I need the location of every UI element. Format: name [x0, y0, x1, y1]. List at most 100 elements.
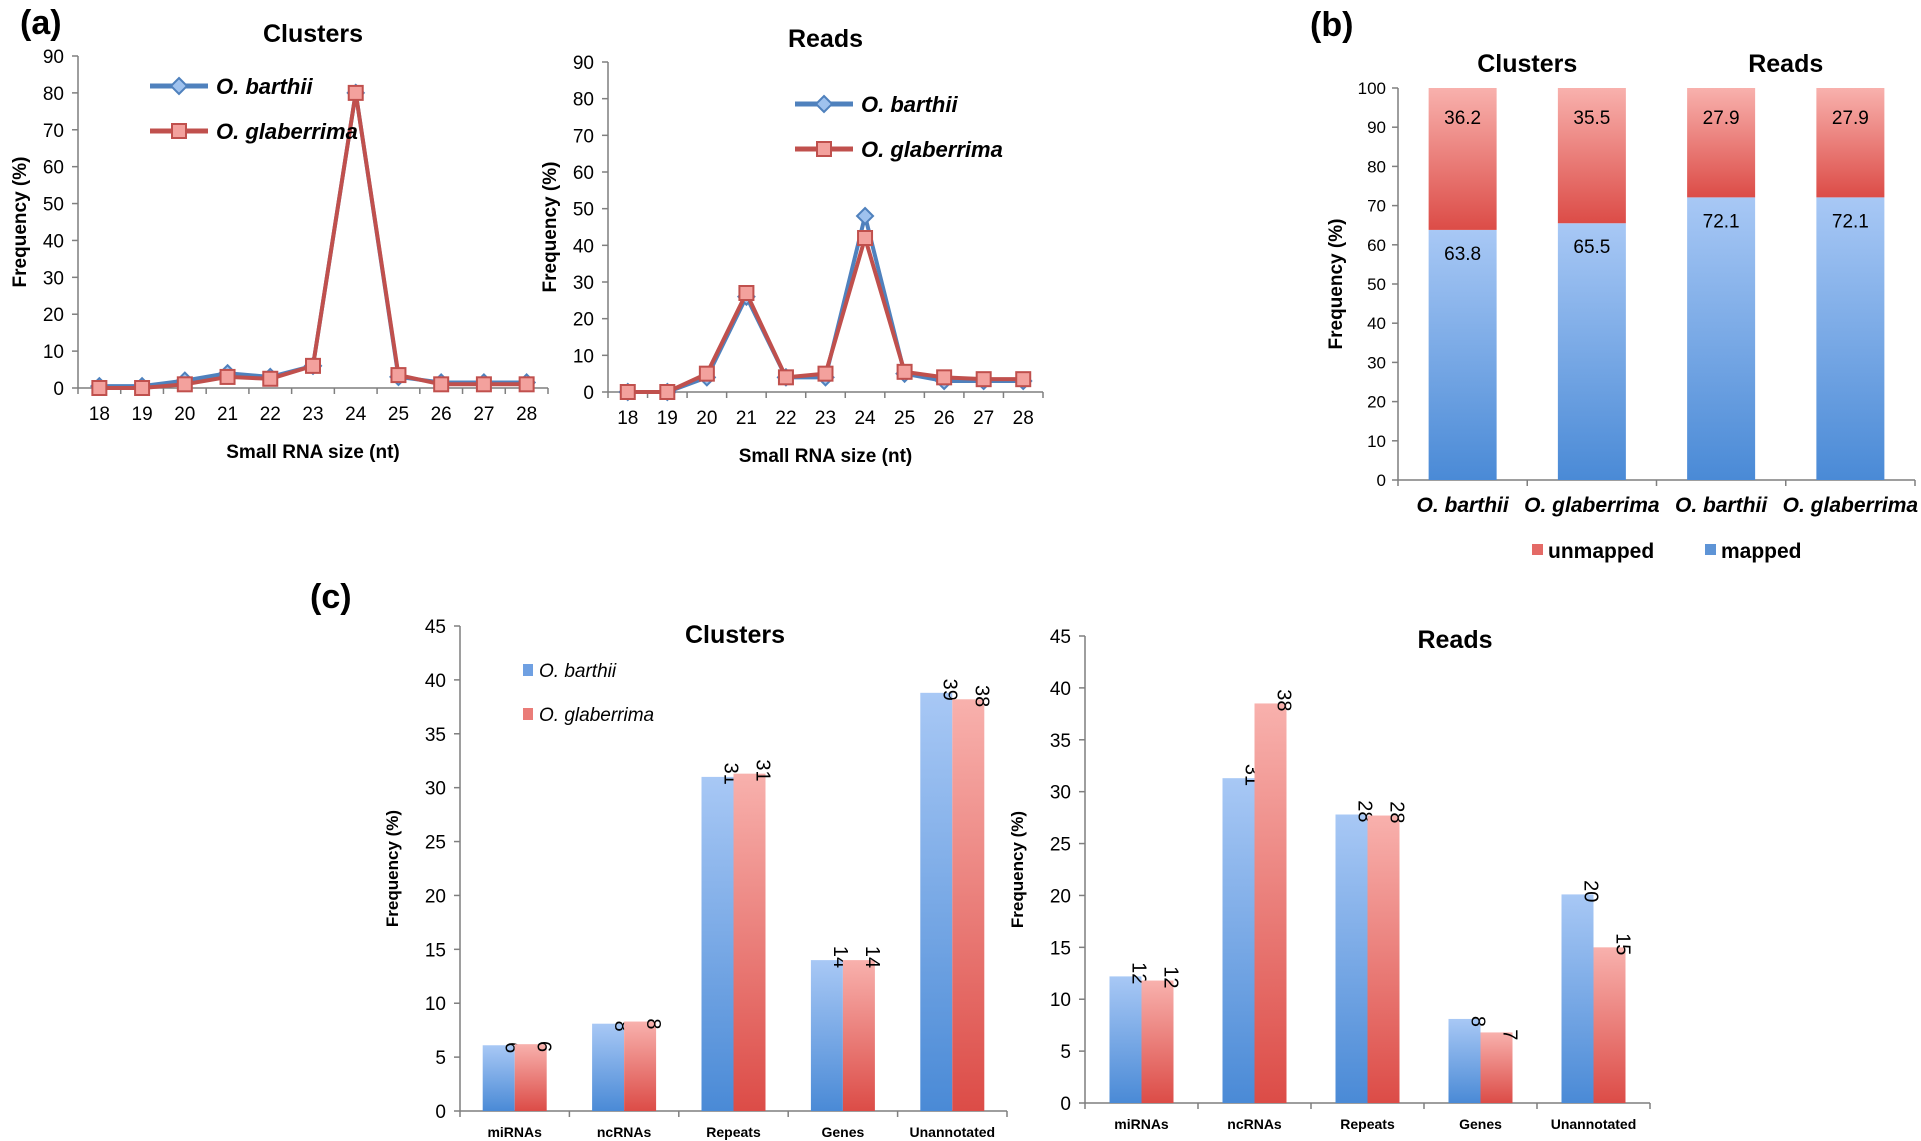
bar-value-label: 6 — [533, 1041, 555, 1052]
bar-barthii — [810, 960, 843, 1111]
y-tick-label: 0 — [1060, 1094, 1071, 1115]
y-tick-label: 30 — [1367, 353, 1386, 372]
data-point — [659, 384, 676, 400]
chart-c-reads: 0 5 10 15 20 25 30 35 40 45 Reads Frequency (%) 12 12… — [1008, 626, 1651, 1132]
y-tick-label: 40 — [1050, 679, 1071, 700]
y-tick-label: 90 — [1367, 118, 1386, 137]
x-tick-label: 23 — [815, 408, 836, 429]
y-tick-label: 60 — [573, 163, 594, 184]
data-point — [619, 384, 636, 400]
legend-label: unmapped — [1548, 540, 1654, 563]
group-title: Clusters — [1477, 50, 1577, 78]
x-tick-label: 28 — [516, 404, 537, 425]
bar-value-label: 8 — [610, 1021, 632, 1032]
x-tick-label: 20 — [174, 404, 195, 425]
legend-swatch — [1705, 544, 1716, 555]
y-tick-label: 5 — [1060, 1042, 1071, 1063]
y-tick-label: 35 — [425, 725, 446, 746]
x-tick-label: Unannotated — [910, 1124, 996, 1140]
legend-label: O. glaberrima — [216, 119, 358, 144]
data-point — [390, 367, 407, 384]
x-tick-label: 19 — [132, 404, 153, 425]
y-tick-label: 35 — [1050, 731, 1071, 752]
bar-label-mapped: 63.8 — [1444, 244, 1481, 265]
bar-value-label: 31 — [752, 759, 774, 781]
y-tick-label: 100 — [1358, 79, 1386, 98]
y-tick-label: 15 — [425, 940, 446, 961]
bar-glaberrima — [1480, 1032, 1513, 1103]
y-tick-label: 0 — [583, 383, 594, 404]
y-tick-label: 45 — [1050, 627, 1071, 648]
x-tick-label: 21 — [736, 408, 757, 429]
data-point — [738, 285, 755, 301]
data-point — [1015, 371, 1032, 388]
y-tick-label: 90 — [573, 53, 594, 74]
x-tick-label: Repeats — [706, 1124, 761, 1140]
bar-value-label: 7 — [1499, 1029, 1521, 1040]
bar-barthii — [701, 776, 734, 1111]
chart-c-clusters: 0 5 10 15 20 25 30 35 40 45 Clusters Frequency (%) 6… — [383, 617, 1008, 1140]
x-tick-label: 21 — [217, 404, 238, 425]
chart-a-clusters: 0 10 20 30 40 50 60 70 80 90 18 19 20 21 22 23 24 25 26 27 2… — [10, 20, 549, 463]
bar-barthii — [920, 692, 953, 1111]
bar-glaberrima — [1254, 703, 1287, 1103]
y-tick-label: 10 — [43, 342, 64, 363]
y-tick-label: 45 — [425, 617, 446, 638]
x-tick-label: miRNAs — [487, 1124, 542, 1140]
bar-value-label: 28 — [1386, 801, 1408, 823]
x-tick-label: 26 — [934, 408, 955, 429]
x-tick-label: miRNAs — [1114, 1116, 1169, 1132]
y-tick-label: 0 — [53, 379, 64, 400]
x-tick-label: Unannotated — [1551, 1116, 1637, 1132]
y-tick-label: 30 — [425, 779, 446, 800]
y-tick-label: 50 — [1367, 275, 1386, 294]
y-tick-label: 10 — [1050, 990, 1071, 1011]
y-tick-label: 60 — [1367, 236, 1386, 255]
panel-label-a: (a) — [20, 4, 62, 42]
data-point — [347, 84, 364, 101]
x-tick-label: ncRNAs — [597, 1124, 652, 1140]
x-tick-label: O. glaberrima — [1783, 494, 1919, 517]
bar-label-unmapped: 36.2 — [1444, 108, 1481, 129]
legend-label: O. glaberrima — [539, 705, 654, 726]
x-tick-label: 25 — [388, 404, 409, 425]
legend-label: mapped — [1721, 540, 1802, 563]
chart-title: Reads — [1417, 626, 1492, 654]
x-tick-label: 24 — [345, 404, 367, 425]
bar-value-label: 39 — [938, 679, 960, 701]
y-tick-label: 40 — [43, 231, 64, 252]
y-tick-label: 40 — [1367, 314, 1386, 333]
x-tick-label: 26 — [431, 404, 452, 425]
legend-label: O. barthii — [216, 74, 313, 99]
x-tick-label: 25 — [894, 408, 915, 429]
bar-glaberrima — [514, 1044, 547, 1111]
bar-value-label: 20 — [1580, 880, 1602, 902]
y-tick-label: 0 — [435, 1102, 446, 1123]
bar-unmapped — [1816, 88, 1885, 198]
y-tick-label: 25 — [425, 833, 446, 854]
bar-mapped — [1428, 229, 1497, 480]
y-axis-label: Frequency (%) — [10, 157, 31, 288]
y-axis-label: Frequency (%) — [1326, 219, 1347, 350]
bar-label-unmapped: 27.9 — [1832, 108, 1869, 129]
data-point — [855, 206, 875, 226]
data-point — [777, 369, 794, 386]
y-axis-label: Frequency (%) — [1008, 811, 1027, 928]
data-point — [975, 371, 992, 388]
y-tick-label: 30 — [1050, 783, 1071, 804]
data-point — [134, 380, 151, 396]
data-point — [518, 376, 535, 393]
x-tick-label: 27 — [473, 404, 494, 425]
y-tick-label: 20 — [43, 305, 64, 326]
bar-label-mapped: 72.1 — [1703, 211, 1740, 232]
data-point — [262, 370, 279, 387]
data-point — [817, 365, 834, 382]
y-tick-label: 60 — [43, 158, 64, 179]
bar-value-label: 14 — [861, 946, 883, 968]
bar-label-unmapped: 35.5 — [1573, 108, 1610, 129]
x-tick-label: 20 — [696, 408, 717, 429]
x-tick-label: 19 — [657, 408, 678, 429]
x-tick-label: ncRNAs — [1227, 1116, 1282, 1132]
y-tick-label: 80 — [43, 84, 64, 105]
